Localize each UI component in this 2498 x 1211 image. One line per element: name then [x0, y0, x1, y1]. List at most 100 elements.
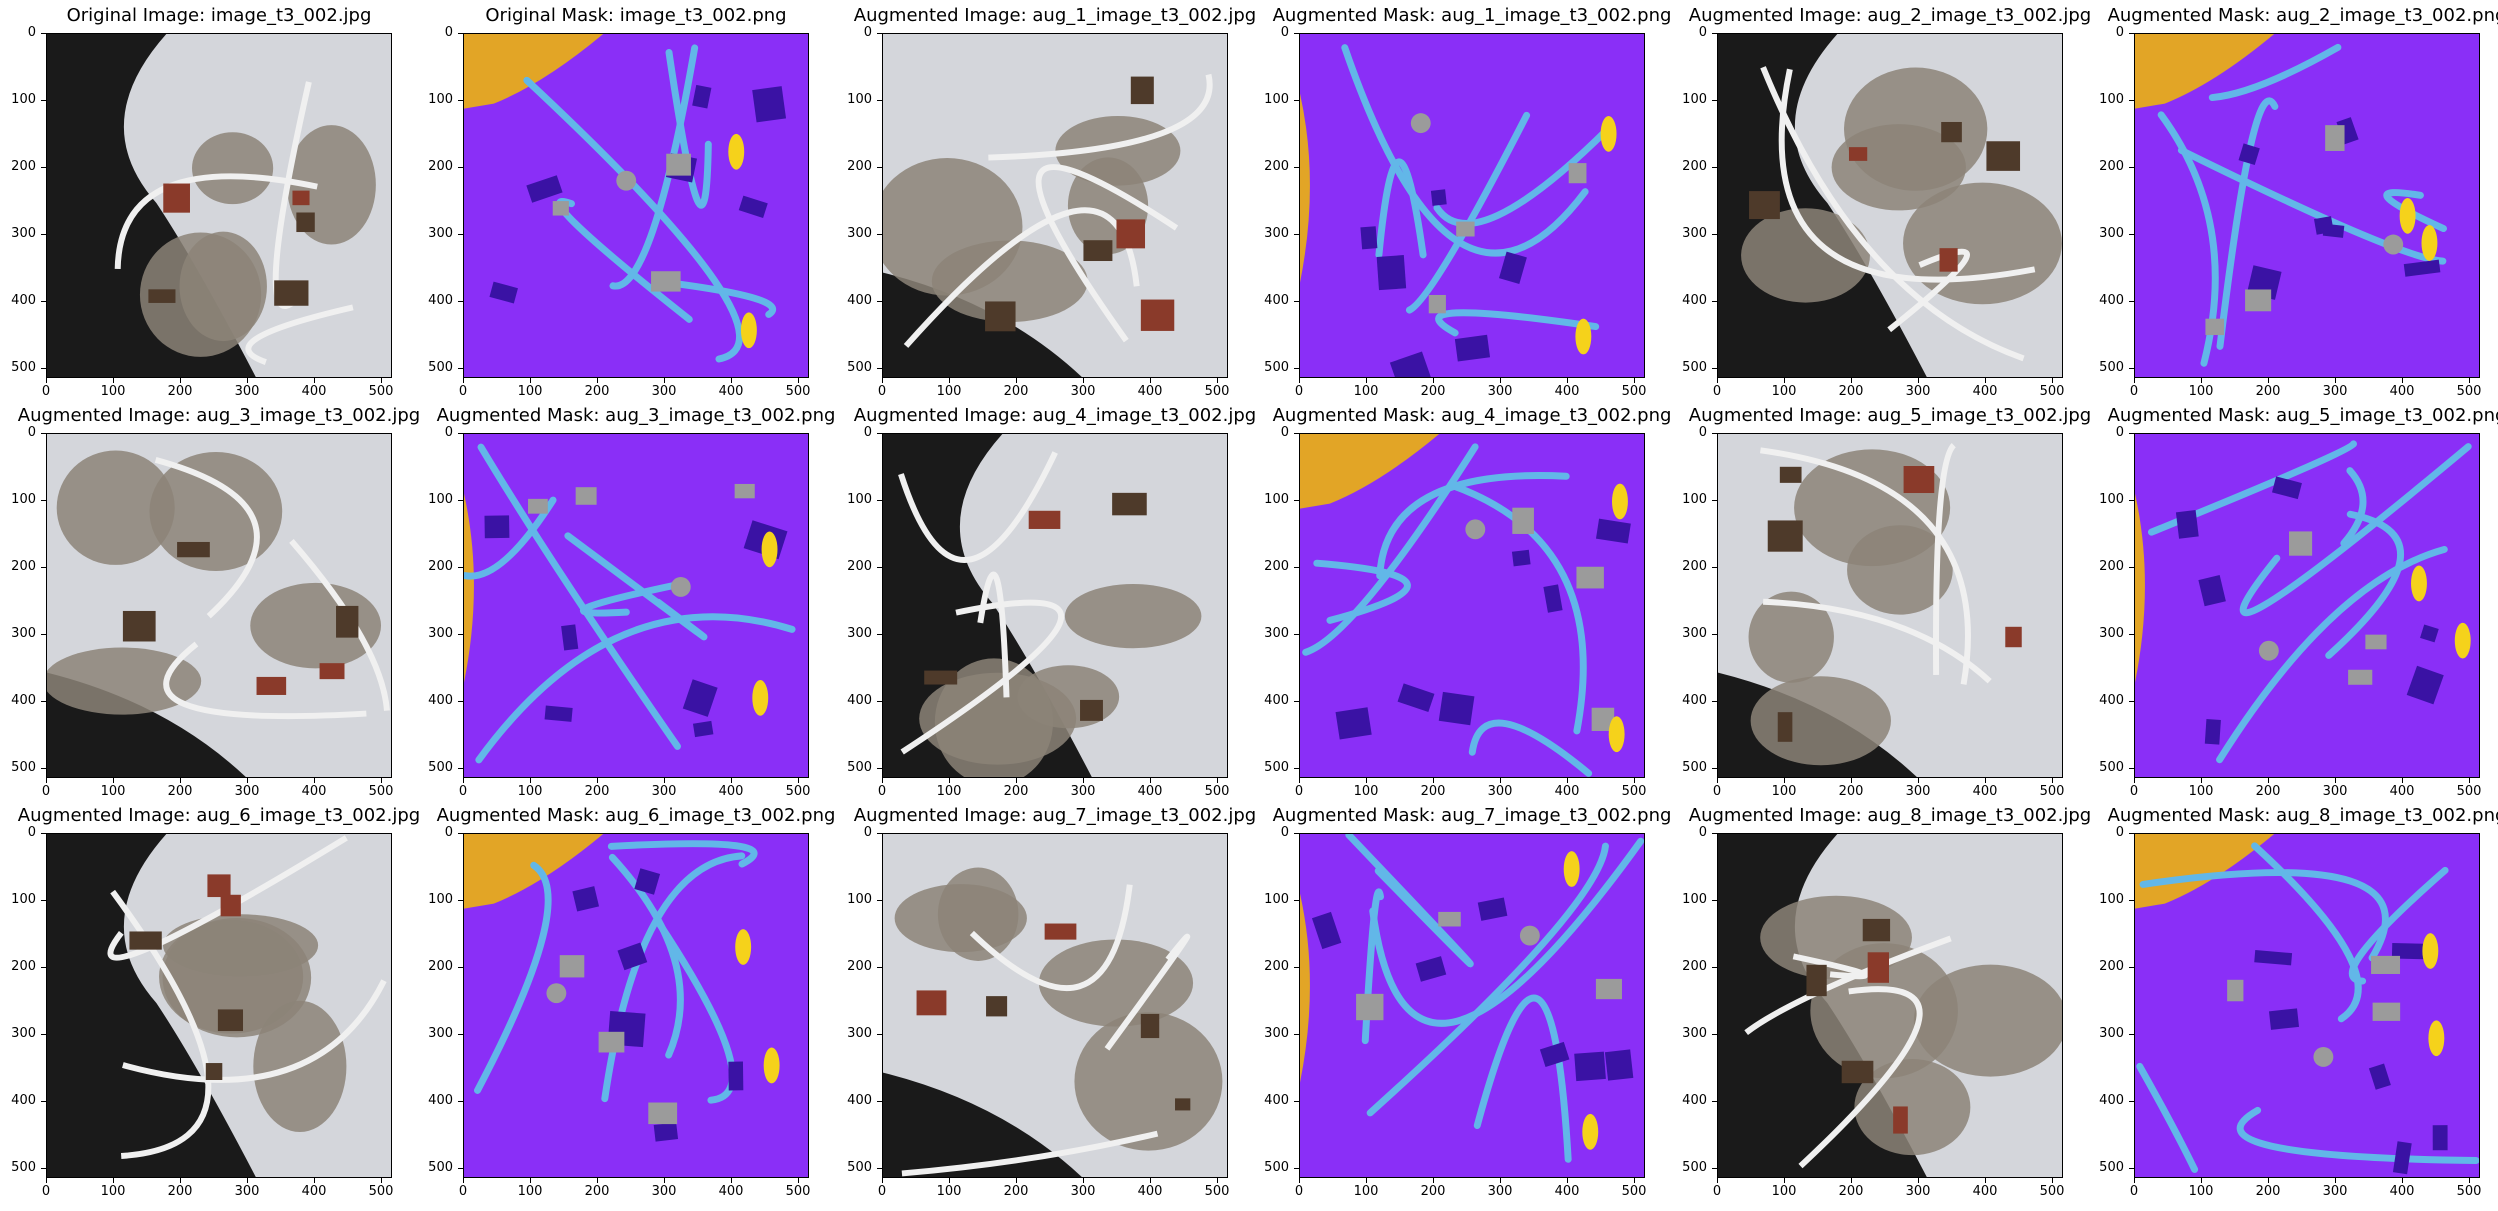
panel-title: Augmented Mask: aug_3_image_t3_002.png	[436, 405, 836, 426]
x-tick-mark	[1784, 1178, 1785, 1183]
y-tick-label: 300	[11, 1026, 36, 1041]
unlabeled-class	[2348, 669, 2373, 685]
y-tick-mark	[458, 167, 463, 168]
image-panel: Original Image: image_t3_002.jpg 0 100 200 3…	[11, 5, 393, 399]
y-tick-mark	[1294, 167, 1299, 168]
x-tick-mark	[247, 778, 248, 783]
road-line	[901, 1130, 1159, 1177]
y-tick-label: 300	[2099, 226, 2124, 241]
unlabeled-class	[2383, 234, 2404, 255]
road-line	[1778, 68, 2036, 283]
y-tick-label: 100	[1264, 892, 1289, 907]
x-tick-label: 0	[877, 384, 887, 399]
y-tick-mark	[41, 33, 46, 34]
x-tick-mark	[180, 1178, 181, 1183]
building-class	[728, 1061, 744, 1091]
y-tick-label: 400	[847, 293, 872, 308]
y-tick-mark	[877, 768, 882, 769]
y-tick-mark	[41, 100, 46, 101]
segmentation-mask	[1299, 833, 1645, 1178]
y-tick-label: 100	[1264, 492, 1289, 507]
building-class	[526, 175, 563, 203]
y-tick-label: 500	[428, 360, 453, 375]
road-class	[607, 840, 758, 868]
x-tick-label: 0	[877, 784, 887, 799]
unlabeled-class	[1591, 707, 1615, 731]
y-tick-mark	[2129, 567, 2134, 568]
y-tick-mark	[877, 500, 882, 501]
y-tick-label: 0	[2115, 825, 2124, 840]
x-tick-mark	[2402, 1178, 2403, 1183]
y-tick-mark	[1712, 1034, 1717, 1035]
building-class	[682, 679, 718, 717]
building-class	[2392, 1141, 2412, 1175]
panel-title: Augmented Mask: aug_6_image_t3_002.png	[436, 805, 836, 826]
x-tick-label: 200	[2255, 384, 2281, 399]
y-tick-mark	[2129, 368, 2134, 369]
road-class	[2383, 189, 2447, 233]
building-class	[1543, 584, 1563, 613]
water-class	[1300, 434, 1440, 509]
x-tick-mark	[1851, 1178, 1852, 1183]
unlabeled-class	[1465, 519, 1486, 540]
x-tick-label: 500	[1204, 784, 1230, 799]
x-tick-label: 200	[167, 384, 193, 399]
y-tick-label: 500	[428, 760, 453, 775]
y-tick-mark	[877, 1168, 882, 1169]
x-tick-label: 300	[1070, 1184, 1096, 1199]
y-tick-mark	[877, 100, 882, 101]
unlabeled-class	[666, 153, 691, 176]
unlabeled-class	[598, 1031, 625, 1053]
unlabeled-class	[546, 983, 567, 1004]
y-tick-mark	[877, 167, 882, 168]
y-tick-label: 300	[1264, 1026, 1289, 1041]
y-tick-label: 100	[1264, 92, 1289, 107]
road-line	[1104, 933, 1191, 1051]
y-tick-label: 400	[428, 1093, 453, 1108]
unlabeled-class	[2245, 289, 2272, 312]
unlabeled-class	[1410, 113, 1431, 134]
x-tick-mark	[46, 378, 47, 383]
x-tick-label: 200	[1838, 384, 1864, 399]
x-tick-label: 200	[1003, 784, 1029, 799]
x-tick-mark	[597, 1178, 598, 1183]
x-tick-label: 200	[2255, 784, 2281, 799]
y-tick-mark	[1712, 234, 1717, 235]
panel-title: Augmented Mask: aug_1_image_t3_002.png	[1272, 5, 1672, 26]
vegetation-class	[1600, 115, 1617, 152]
x-tick-label: 100	[1771, 1184, 1797, 1199]
building-class	[692, 84, 712, 109]
unlabeled-class	[1512, 507, 1534, 534]
y-tick-mark	[1294, 900, 1299, 901]
y-tick-mark	[1712, 1168, 1717, 1169]
y-tick-label: 200	[1682, 559, 1707, 574]
unlabeled-class	[2372, 1002, 2401, 1021]
road-class	[2147, 440, 2357, 536]
x-tick-label: 100	[2188, 384, 2214, 399]
y-tick-mark	[2129, 634, 2134, 635]
y-tick-mark	[1294, 567, 1299, 568]
road-line	[898, 451, 1058, 563]
y-tick-label: 0	[1280, 425, 1289, 440]
y-tick-label: 100	[847, 892, 872, 907]
x-tick-label: 500	[785, 784, 811, 799]
road-class	[1468, 719, 1593, 777]
x-tick-label: 200	[584, 784, 610, 799]
x-tick-mark	[2134, 378, 2135, 383]
y-tick-mark	[458, 567, 463, 568]
building-class	[634, 868, 661, 895]
y-tick-mark	[2129, 1034, 2134, 1035]
road-class	[2216, 97, 2279, 350]
y-tick-mark	[2129, 701, 2134, 702]
x-tick-mark	[1150, 378, 1151, 383]
building-class	[2391, 942, 2425, 960]
y-tick-label: 100	[428, 492, 453, 507]
y-tick-mark	[1294, 768, 1299, 769]
road-line	[988, 73, 1213, 161]
building-block	[1767, 520, 1803, 552]
y-tick-mark	[41, 301, 46, 302]
building-class	[617, 942, 648, 971]
y-tick-label: 400	[11, 293, 36, 308]
building-class	[1397, 683, 1435, 712]
x-tick-label: 300	[2322, 384, 2348, 399]
